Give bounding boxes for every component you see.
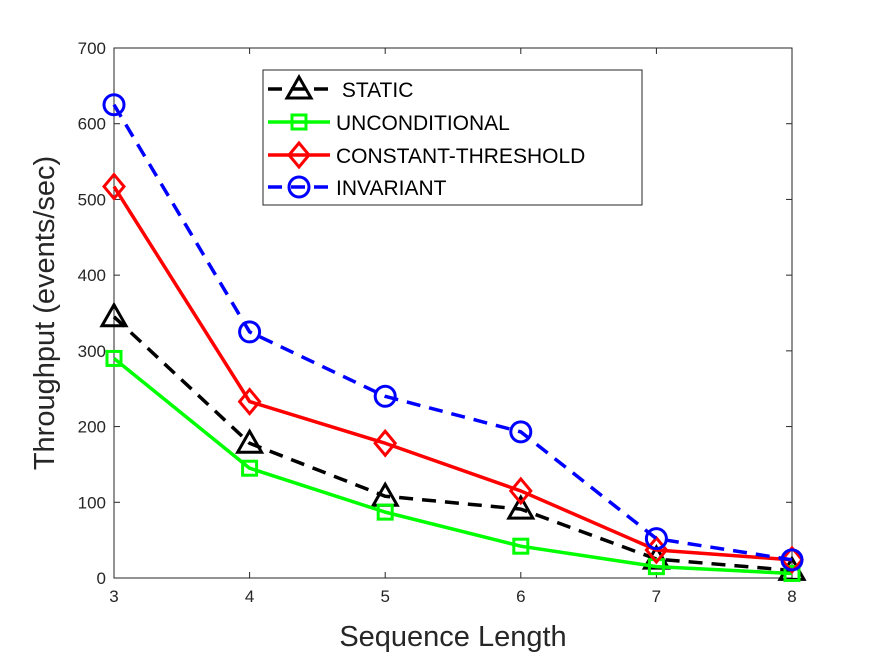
data-point-static [506,494,536,520]
y-tick-label: 700 [78,39,106,58]
data-point-static [235,428,265,454]
series-line-invariant [112,103,793,562]
x-tick-label: 7 [652,587,661,606]
x-tick-label: 4 [245,587,254,606]
data-point-invariant [509,420,533,444]
x-tick-label: 8 [787,587,796,606]
legend-label-unconditional: UNCONDITIONAL [336,112,510,135]
data-point-unconditional [512,537,530,555]
y-tick-label: 100 [78,493,106,512]
data-point-unconditional [241,459,259,477]
data-point-invariant [780,548,804,572]
x-axis-label: Sequence Length [339,621,566,653]
data-point-constant-threshold [102,172,126,201]
legend-label-constant-threshold: CONSTANT-THRESHOLD [336,145,585,168]
series-line-constant-threshold [112,185,793,562]
y-tick-label: 0 [97,569,106,588]
y-tick-label: 500 [78,190,106,209]
data-point-invariant [238,320,262,344]
data-point-constant-threshold [508,476,533,506]
data-point-constant-threshold [780,545,804,575]
x-tick-label: 5 [380,587,389,606]
y-axis-label: Throughput (events/sec) [29,156,61,470]
data-point-invariant [373,384,397,408]
data-point-unconditional [376,503,394,521]
x-tick-label: 3 [109,587,118,606]
legend-label-static: STATIC [336,79,413,102]
data-point-invariant [102,93,126,117]
legend: STATIC UNCONDITIONAL CONSTANT-THRESHOLD … [262,69,643,206]
y-tick-label: 300 [78,342,106,361]
data-point-unconditional [105,349,123,367]
legend-label-invariant: INVARIANT [336,177,447,200]
series-line-unconditional [112,357,793,576]
legend-samples [268,73,330,199]
series-layer [99,93,807,582]
x-tick-label: 6 [516,587,525,606]
legend-marker-invariant [287,175,311,199]
series-unconditional [105,349,801,582]
data-point-constant-threshold [373,428,398,458]
data-point-invariant [644,527,668,551]
y-tick-label: 200 [78,418,106,437]
data-point-unconditional [783,564,801,582]
series-line-static [112,315,793,573]
series-invariant [102,93,804,572]
y-tick-label: 600 [78,115,106,134]
y-tick-label: 400 [78,266,106,285]
data-point-constant-threshold [237,387,262,416]
legend-marker-static [284,73,314,100]
data-point-static [99,301,129,328]
legend-marker-unconditional [290,113,308,131]
legend-marker-constant-threshold [287,140,311,170]
legend-box [262,69,643,206]
